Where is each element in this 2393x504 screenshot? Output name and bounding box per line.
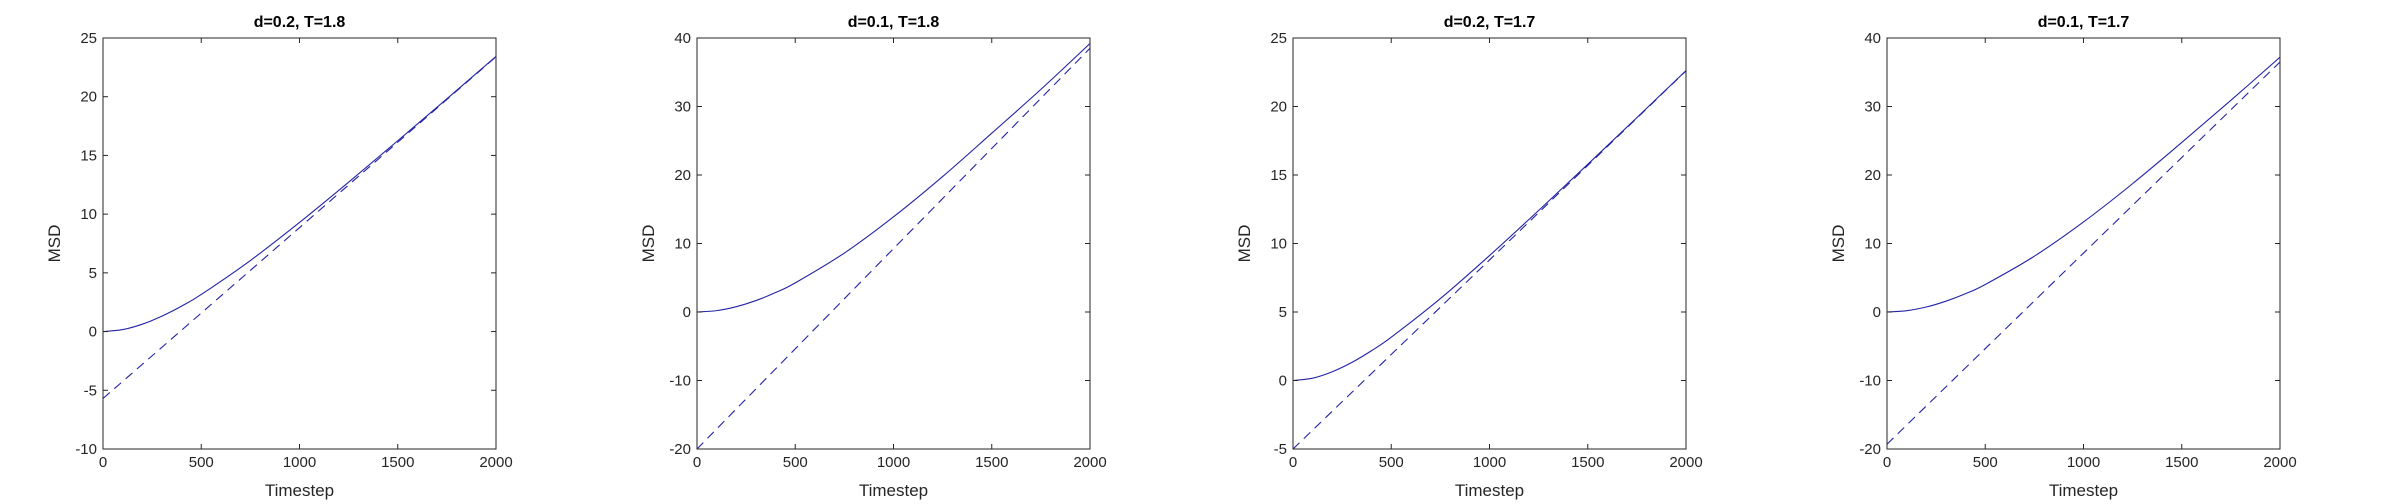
x-axis-label: Timestep [2049,481,2118,500]
y-tick-label: 10 [80,206,97,223]
y-tick-label: 20 [674,167,691,184]
x-tick-label: 1000 [283,454,316,471]
x-axis-label: Timestep [859,481,928,500]
y-axis-label: MSD [1235,225,1254,263]
series-dashed-line [1293,70,1686,449]
x-tick-label: 0 [693,454,701,471]
x-tick-label: 0 [1289,454,1297,471]
y-tick-label: 30 [674,99,691,116]
x-tick-label: 1500 [1571,454,1604,471]
y-tick-label: 0 [1873,304,1881,321]
y-tick-label: 40 [674,30,691,47]
x-tick-label: 2000 [1669,454,1702,471]
axes-box [1292,37,1687,450]
subplot-title: d=0.2, T=1.8 [254,14,346,31]
y-tick-label: 20 [1270,99,1287,116]
x-tick-label: 500 [1973,454,1998,471]
y-tick-label: -10 [669,373,691,390]
series-dashed-line [103,56,496,399]
y-tick-label: 5 [1279,304,1287,321]
y-tick-label: -5 [84,382,97,399]
x-axis-label: Timestep [1455,481,1524,500]
series-dashed-line [697,47,1090,449]
y-tick-label: -10 [1859,373,1881,390]
x-tick-label: 500 [189,454,214,471]
subplot-2: 0 500 1000 1500 2000 -20 -10 0 10 20 30 40 d=0.1, T=… [639,14,1107,500]
y-tick-label: 0 [1279,373,1287,390]
x-tick-label: 500 [783,454,808,471]
series-solid-line [1887,56,2280,313]
subplot-title: d=0.1, T=1.8 [848,14,940,31]
x-tick-label: 1000 [877,454,910,471]
y-tick-label: 30 [1864,99,1881,116]
y-tick-label: 25 [80,30,97,47]
x-tick-label: 1000 [1473,454,1506,471]
y-axis-label: MSD [45,225,64,263]
x-tick-label: 2000 [2263,454,2296,471]
axes-box [696,37,1091,450]
y-axis-label: MSD [1829,225,1848,263]
subplot-4: 0 500 1000 1500 2000 -20 -10 0 10 20 30 40 d=0.1, T=… [1829,14,2297,500]
axes-box [102,37,497,450]
x-axis-label: Timestep [265,481,334,500]
subplot-title: d=0.2, T=1.7 [1444,14,1536,31]
x-tick-label: 2000 [1073,454,1106,471]
x-tick-label: 1000 [2067,454,2100,471]
y-tick-label: -20 [669,441,691,458]
y-tick-label: 5 [89,265,97,282]
y-tick-label: 10 [1864,236,1881,253]
y-tick-label: -10 [75,441,97,458]
x-tick-label: 0 [1883,454,1891,471]
y-tick-label: -20 [1859,441,1881,458]
y-tick-label: 25 [1270,30,1287,47]
series-solid-line [1293,70,1686,382]
series-solid-line [103,56,496,333]
y-tick-label: 10 [674,236,691,253]
y-tick-label: 15 [1270,167,1287,184]
x-tick-label: 1500 [975,454,1008,471]
series-solid-line [697,43,1090,313]
y-tick-label: 20 [1864,167,1881,184]
x-tick-label: 1500 [381,454,414,471]
y-tick-label: -5 [1274,441,1287,458]
y-tick-label: 20 [80,89,97,106]
y-tick-label: 40 [1864,30,1881,47]
y-tick-label: 15 [80,147,97,164]
y-tick-label: 0 [89,324,97,341]
x-tick-label: 500 [1379,454,1404,471]
y-tick-label: 10 [1270,236,1287,253]
subplot-1: 0 500 1000 1500 2000 -10 -5 0 5 10 15 20 25 d=0.2, T=… [45,14,513,500]
subplot-title: d=0.1, T=1.7 [2038,14,2130,31]
series-dashed-line [1887,61,2280,445]
x-tick-label: 0 [99,454,107,471]
y-axis-label: MSD [639,225,658,263]
x-tick-label: 2000 [479,454,512,471]
x-tick-label: 1500 [2165,454,2198,471]
y-tick-label: 0 [683,304,691,321]
